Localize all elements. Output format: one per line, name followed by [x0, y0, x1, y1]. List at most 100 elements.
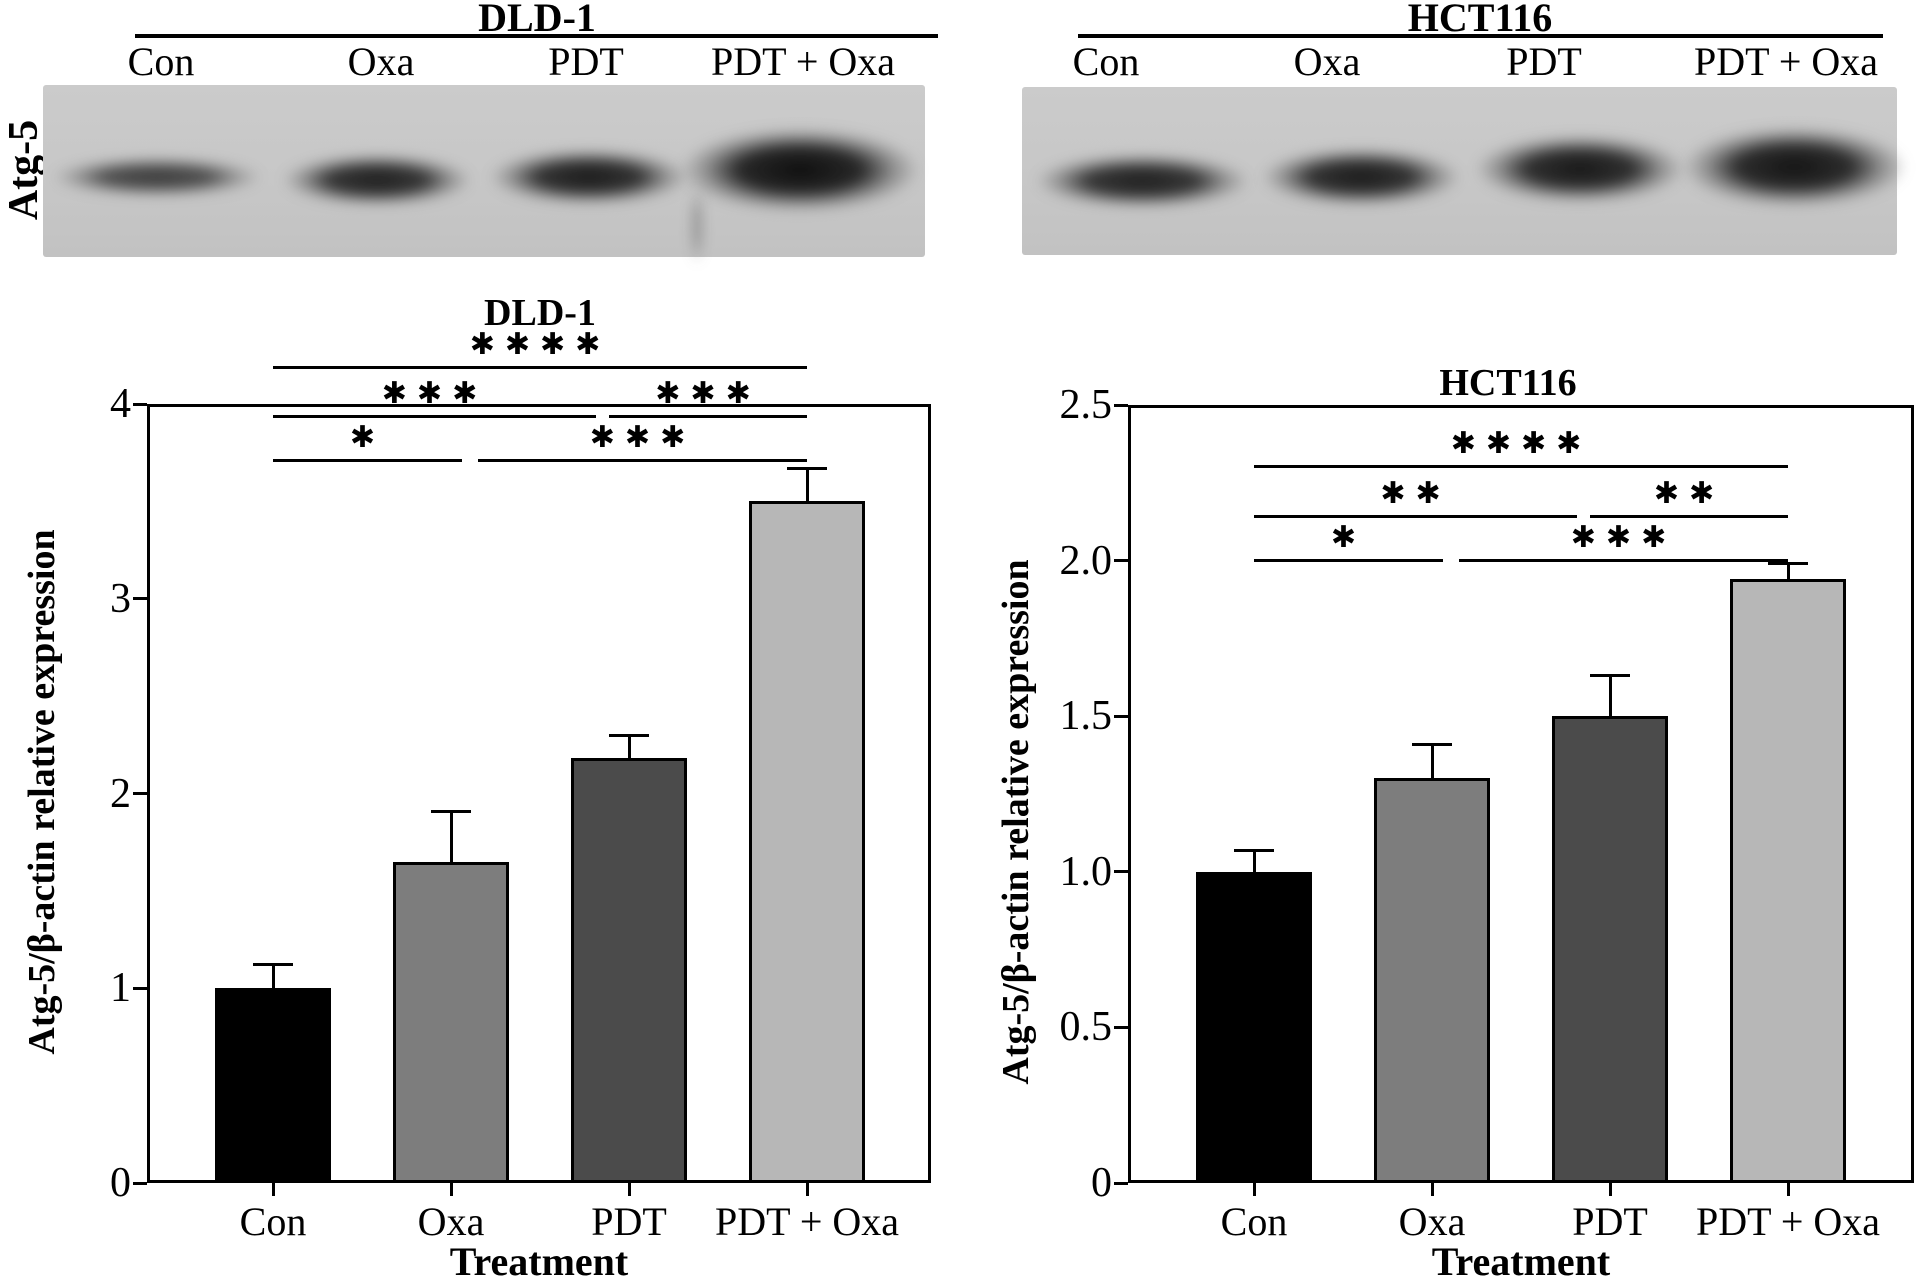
bar-oxa [393, 861, 509, 1183]
y-tick-label-3: 3 [110, 575, 131, 622]
significance-bracket-con-vs-pdt [1254, 515, 1577, 518]
x-tick-pdt [627, 1183, 631, 1196]
lane-label-pdt: PDT [548, 39, 624, 84]
y-tick-label-4: 4 [110, 381, 131, 427]
significance-stars-con-vs-pdt: ✱✱ [1380, 476, 1451, 511]
error-bar-cap-con [1234, 848, 1274, 852]
y-tick-0 [133, 1181, 147, 1185]
error-bar-stem-pdt [1608, 675, 1612, 717]
significance-bracket-con-vs-oxa [273, 459, 462, 462]
error-bar-stem-pdt-oxa [805, 468, 809, 502]
x-tick-con [271, 1183, 275, 1196]
y-tick-label-0: 0 [110, 1160, 131, 1206]
bar-pdt [571, 758, 687, 1183]
y-tick-0 [1114, 1181, 1128, 1185]
significance-bracket-con-vs-pdt-oxa [273, 366, 807, 369]
error-bar-cap-pdt-oxa [787, 466, 827, 470]
error-bar-cap-pdt [609, 733, 649, 737]
x-tick-con [1252, 1183, 1256, 1196]
y-tick-label-1-0: 1.0 [1059, 848, 1113, 895]
y-tick-label-0: 0 [1091, 1160, 1112, 1206]
y-tick-label-2: 2 [110, 770, 131, 817]
bar-pdt [1552, 716, 1668, 1183]
significance-stars-con-vs-oxa: ✱ [1330, 520, 1367, 555]
x-tick-label-pdt: PDT [591, 1199, 667, 1244]
error-bar-cap-oxa [1412, 742, 1452, 746]
error-bar-stem-con [271, 964, 275, 989]
significance-bracket-oxa-vs-pdt-oxa [478, 459, 807, 462]
significance-stars-oxa-vs-pdt-oxa: ✱✱✱ [1570, 520, 1677, 555]
x-tick-label-con: Con [239, 1199, 307, 1244]
error-bar-cap-oxa [431, 809, 471, 813]
x-tick-oxa [449, 1183, 453, 1196]
x-tick-pdt-oxa [805, 1183, 809, 1196]
x-tick-label-oxa: Oxa [417, 1199, 485, 1244]
blot-band-dld-1-pdt [489, 149, 689, 205]
y-tick-2-0 [1114, 559, 1128, 563]
y-tick-2 [133, 792, 147, 795]
lane-label-oxa: Oxa [1293, 39, 1361, 84]
chart-title-hct116: HCT116 [1439, 362, 1577, 404]
x-axis-label-hct116: Treatment [1431, 1239, 1611, 1281]
lane-label-con: Con [127, 39, 195, 84]
error-bar-cap-con [253, 963, 293, 967]
lane-label-pdt-oxa: PDT + Oxa [1693, 39, 1879, 84]
x-axis-label-dld1: Treatment [449, 1239, 629, 1281]
lane-label-pdt-oxa: PDT + Oxa [710, 39, 896, 84]
significance-stars-oxa-vs-pdt-oxa: ✱✱✱ [589, 420, 696, 455]
significance-stars-pdt-vs-pdt-oxa: ✱✱✱ [655, 376, 761, 411]
lane-label-oxa: Oxa [347, 39, 415, 84]
significance-stars-pdt-vs-pdt-oxa: ✱✱ [1653, 476, 1725, 511]
significance-bracket-pdt-vs-pdt-oxa [1590, 515, 1788, 518]
bar-pdt-oxa [749, 501, 865, 1183]
blot-title-hct116: HCT116 [1407, 0, 1553, 40]
x-tick-label-pdt-oxa: PDT + Oxa [1695, 1199, 1881, 1244]
significance-bracket-pdt-vs-pdt-oxa [609, 415, 807, 418]
chart-title-dld1: DLD-1 [484, 292, 596, 334]
y-tick-label-1: 1 [110, 965, 131, 1012]
significance-bracket-con-vs-pdt-oxa [1254, 465, 1788, 468]
bar-pdt-oxa [1730, 579, 1846, 1183]
blot-band-hct116-oxa [1261, 148, 1461, 206]
y-tick-3 [133, 597, 147, 601]
y-tick-2-5 [1114, 403, 1128, 407]
error-bar-stem-pdt [627, 735, 631, 759]
significance-bracket-oxa-vs-pdt-oxa [1459, 559, 1788, 562]
blot-band-hct116-pdt-oxa [1681, 127, 1907, 207]
significance-stars-con-vs-pdt-oxa: ✱✱✱✱ [1450, 426, 1592, 461]
blot-band-hct116-con [1034, 154, 1250, 208]
bar-con [1196, 871, 1312, 1183]
y-tick-0-5 [1114, 1025, 1128, 1029]
y-tick-1-0 [1114, 870, 1128, 874]
blot-band-dld-1-smudge [690, 186, 704, 266]
significance-stars-con-vs-pdt: ✱✱✱ [381, 376, 488, 411]
error-bar-stem-pdt-oxa [1786, 563, 1790, 580]
x-tick-pdt [1608, 1183, 1612, 1196]
y-tick-label-1-5: 1.5 [1059, 693, 1113, 740]
blot-band-dld-1-oxa [282, 154, 472, 206]
x-tick-label-con: Con [1220, 1199, 1288, 1244]
bar-con [215, 988, 331, 1183]
x-tick-oxa [1430, 1183, 1434, 1196]
y-tick-label-2-5: 2.5 [1059, 382, 1113, 428]
blot-band-hct116-pdt [1475, 135, 1685, 203]
significance-stars-con-vs-oxa: ✱ [349, 420, 386, 455]
y-tick-1 [133, 986, 147, 990]
error-bar-stem-oxa [1430, 744, 1434, 779]
x-tick-label-pdt-oxa: PDT + Oxa [714, 1199, 900, 1244]
blot-band-dld-1-pdt-oxa [680, 128, 920, 212]
error-bar-stem-con [1252, 850, 1256, 872]
y-tick-1-5 [1114, 714, 1128, 718]
significance-bracket-con-vs-pdt [273, 415, 596, 418]
plot-area-hct116 [1128, 405, 1914, 1183]
lane-label-con: Con [1072, 39, 1140, 84]
error-bar-stem-oxa [449, 811, 453, 862]
blot-header-rule-hct116 [1078, 34, 1883, 38]
blot-header-rule-dld1 [135, 34, 938, 38]
bar-oxa [1374, 778, 1490, 1183]
significance-stars-con-vs-pdt-oxa: ✱✱✱✱ [469, 327, 611, 362]
significance-bracket-con-vs-oxa [1254, 559, 1443, 562]
error-bar-cap-pdt [1590, 674, 1630, 678]
y-tick-4 [133, 402, 147, 406]
